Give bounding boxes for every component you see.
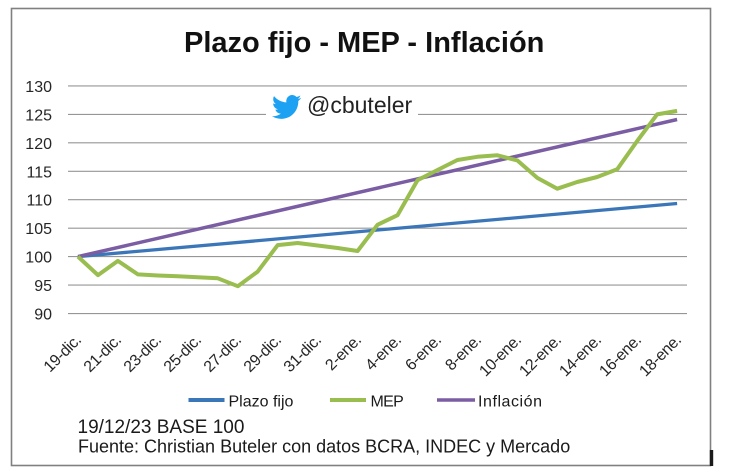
svg-text:130: 130 — [25, 79, 52, 96]
svg-text:Plazo fijo - MEP - Inflación: Plazo fijo - MEP - Inflación — [184, 27, 544, 59]
svg-text:90: 90 — [34, 307, 52, 324]
svg-text:105: 105 — [25, 221, 52, 238]
svg-text:19/12/23 BASE 100: 19/12/23 BASE 100 — [78, 417, 245, 438]
svg-text:95: 95 — [34, 278, 52, 295]
svg-text:110: 110 — [26, 193, 52, 210]
svg-text:100: 100 — [25, 250, 52, 267]
svg-text:120: 120 — [25, 136, 52, 153]
svg-text:@cbuteler: @cbuteler — [307, 92, 413, 118]
svg-text:125: 125 — [25, 107, 52, 124]
svg-text:115: 115 — [26, 164, 52, 181]
svg-text:MEP: MEP — [371, 394, 404, 411]
svg-text:Plazo fijo: Plazo fijo — [229, 394, 294, 411]
svg-text:Inflación: Inflación — [478, 394, 543, 411]
svg-text:Fuente: Christian Buteler con: Fuente: Christian Buteler con datos BCRA… — [78, 437, 570, 457]
